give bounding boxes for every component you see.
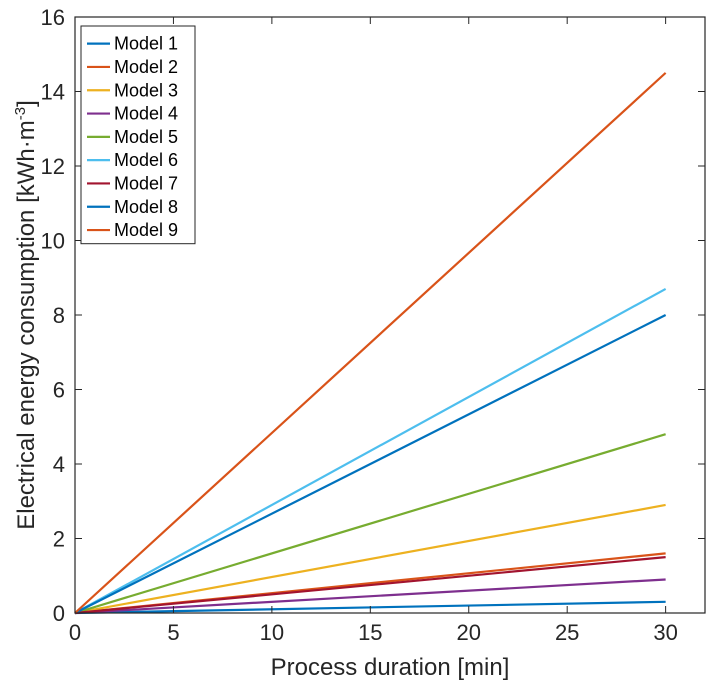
- y-axis-label: Electrical energy consumption [kWh·m-3]: [12, 100, 40, 530]
- y-tick-label: 12: [41, 154, 65, 179]
- legend-label-3: Model 3: [114, 80, 178, 100]
- series-layer: [74, 72, 667, 615]
- y-axis-label-superscript: -3: [12, 107, 29, 120]
- legend-label-9: Model 9: [114, 220, 178, 240]
- y-tick-label: 16: [41, 5, 65, 30]
- y-tick-label: 10: [41, 229, 65, 254]
- y-tick-label: 8: [53, 303, 65, 328]
- series-line-5: [74, 433, 666, 615]
- x-tick-label: 30: [653, 620, 677, 645]
- x-tick-label: 25: [555, 620, 579, 645]
- y-tick-label: 2: [53, 527, 65, 552]
- legend-label-2: Model 2: [114, 57, 178, 77]
- x-tick-label: 10: [260, 620, 284, 645]
- x-tick-label: 15: [358, 620, 382, 645]
- legend: Model 1 Model 2 Model 3 Model 4 Model 5 Model…: [80, 25, 196, 245]
- x-axis-label: Process duration [min]: [271, 654, 510, 681]
- ticks-layer: 0 5 10 15 20 25 30 0 2 4 6 8 10 12 14 16: [41, 5, 705, 645]
- x-tick-label: 5: [167, 620, 179, 645]
- y-tick-label: 6: [53, 378, 65, 403]
- legend-label-8: Model 8: [114, 197, 178, 217]
- legend-label-6: Model 6: [114, 150, 178, 170]
- x-tick-label: 0: [69, 620, 81, 645]
- series-line-8: [74, 314, 667, 614]
- legend-label-1: Model 1: [114, 34, 178, 54]
- y-tick-label: 4: [53, 452, 65, 477]
- series-line-7: [74, 556, 666, 615]
- y-axis-label-main: Electrical energy consumption [kWh·m: [13, 120, 40, 529]
- series-line-6: [74, 287, 667, 614]
- y-tick-label: 0: [53, 601, 65, 626]
- legend-label-7: Model 7: [114, 173, 178, 193]
- legend-label-5: Model 5: [114, 127, 178, 147]
- x-tick-label: 20: [457, 620, 481, 645]
- y-axis-label-close: ]: [13, 100, 40, 107]
- legend-items: Model 1 Model 2 Model 3 Model 4 Model 5 Model…: [87, 34, 178, 240]
- series-line-9: [74, 72, 667, 614]
- y-tick-label: 14: [41, 80, 65, 105]
- legend-label-4: Model 4: [114, 104, 178, 124]
- series-line-3: [74, 503, 666, 615]
